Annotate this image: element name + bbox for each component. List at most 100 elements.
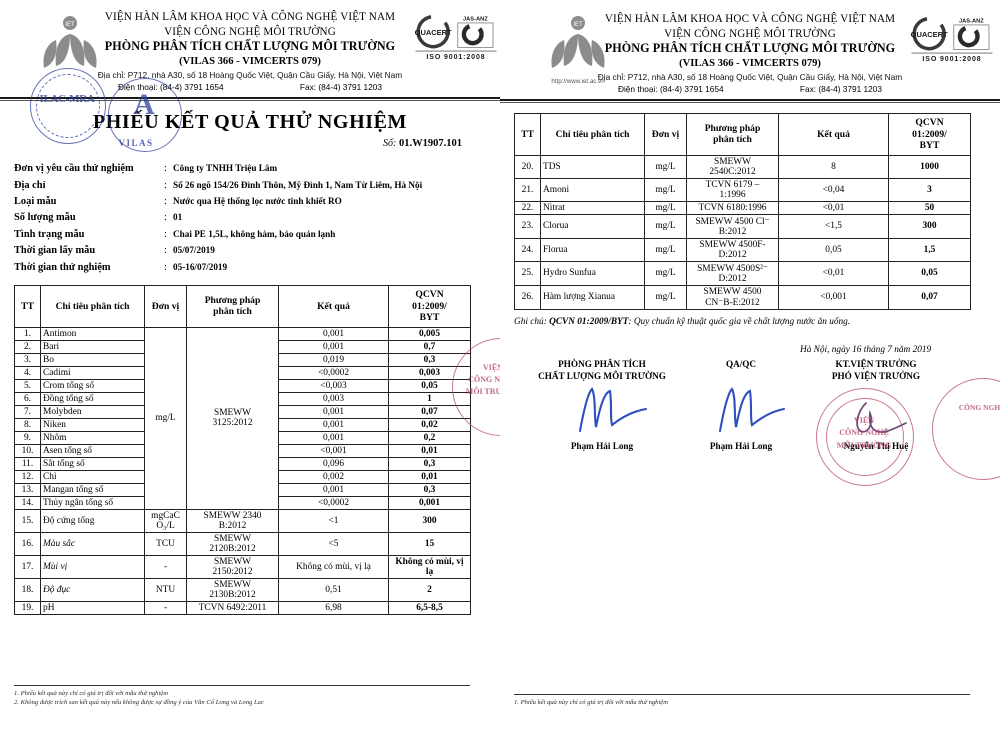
cell-limit: 0,01 bbox=[388, 443, 471, 458]
cell-result: 8 bbox=[778, 154, 889, 179]
table-row: 17. Mùi vị - SMEWW 2150:2012 Không có mùi, vị… bbox=[14, 554, 471, 579]
cell-parameter: Molybden bbox=[40, 404, 145, 419]
info-label: Thời gian lấy mẫu bbox=[14, 245, 96, 257]
cell-limit: 0,003 bbox=[388, 365, 471, 380]
cell-limit: 0,7 bbox=[388, 339, 471, 354]
note-prefix: Ghi chú: bbox=[514, 316, 547, 327]
table-row: 25. Hydro Sunfua mg/L SMEWW 4500S²⁻ D:2012 <0… bbox=[514, 260, 971, 286]
cell-limit: 300 bbox=[888, 213, 971, 239]
cell-result: <0,0002 bbox=[278, 365, 389, 380]
cell-limit: Không có mùi, vị lạ bbox=[388, 554, 471, 579]
cell-method: SMEWW 2540C:2012 bbox=[686, 154, 779, 179]
table-row: 23. Clorua mg/L SMEWW 4500 Cl⁻ B:2012 <1,5 300 bbox=[514, 213, 971, 239]
signature-block: Hà Nội, ngày 16 tháng 7 năm 2019 PHÒNG P… bbox=[500, 345, 1000, 465]
cell-limit: 0,3 bbox=[388, 482, 471, 497]
cell-tt: 20. bbox=[514, 154, 541, 179]
cell-result: 0,001 bbox=[278, 326, 389, 341]
cell-result: 0,51 bbox=[278, 577, 389, 602]
cell-parameter: Hàm lượng Xianua bbox=[540, 284, 645, 310]
cell-tt: 18. bbox=[14, 577, 41, 602]
cell-parameter: Florua bbox=[540, 237, 645, 262]
cell-method: TCVN 6492:2011 bbox=[186, 600, 279, 615]
cell-limit: 0,3 bbox=[388, 456, 471, 471]
cell-parameter: Độ đục bbox=[40, 577, 145, 602]
signature-title-director: KT.VIỆN TRƯỞNG PHÓ VIỆN TRƯỞNG bbox=[831, 358, 921, 381]
cell-limit: 1 bbox=[388, 391, 471, 406]
cell-tt: 15. bbox=[14, 508, 41, 533]
cell-limit: 0,07 bbox=[888, 284, 971, 310]
svg-text:QUACERT: QUACERT bbox=[415, 28, 452, 37]
results-table-left: TT Chỉ tiêu phân tích Đơn vị Phương pháp… bbox=[14, 285, 471, 615]
cell-tt: 3. bbox=[14, 352, 41, 367]
cell-method: TCVN 6180:1996 bbox=[686, 200, 779, 215]
cell-tt: 16. bbox=[14, 531, 41, 556]
cell-parameter: Nhôm bbox=[40, 430, 145, 445]
cell-tt: 14. bbox=[14, 495, 41, 510]
table-row: 6. Đồng tổng số 0,003 1 bbox=[14, 391, 471, 406]
org-line-3: PHÒNG PHÂN TÍCH CHẤT LƯỢNG MÔI TRƯỜNG bbox=[604, 41, 896, 56]
document-number-label: Số: bbox=[383, 138, 397, 150]
table-row: 26. Hàm lượng Xianua mg/L SMEWW 4500 CN⁻B-E:… bbox=[514, 284, 971, 310]
cell-parameter: pH bbox=[40, 600, 145, 615]
info-row: Địa chỉ : Số 26 ngõ 154/26 Đình Thôn, Mỹ… bbox=[14, 178, 500, 194]
org-website: http://www.iet.ac.vn bbox=[551, 78, 605, 85]
quacert-iso-logo-icon: QUACERT JAS-ANZ ISO 9001:2008 bbox=[911, 17, 993, 63]
note-standard: QCVN 01:2009/BYT bbox=[549, 316, 629, 327]
cell-parameter: Amoni bbox=[540, 177, 645, 202]
cell-parameter: Màu sắc bbox=[40, 531, 145, 556]
cell-parameter: Độ cứng tổng bbox=[40, 508, 145, 533]
table-row: 14. Thủy ngân tổng số <0,0002 0,001 bbox=[14, 495, 471, 510]
svg-text:ISO 9001:2008: ISO 9001:2008 bbox=[922, 56, 981, 63]
col-parameter: Chỉ tiêu phân tích bbox=[40, 285, 145, 328]
cell-limit: 50 bbox=[888, 200, 971, 215]
cell-tt: 12. bbox=[14, 469, 41, 484]
info-value: 01 bbox=[173, 212, 183, 223]
footer-note-2: 2. Không được trích sao kết quả này nếu … bbox=[14, 699, 264, 707]
org-line-4: (VILAS 366 - VIMCERTS 079) bbox=[179, 56, 321, 68]
cell-result: 0,003 bbox=[278, 391, 389, 406]
page-left: IET QUACERT JAS-ANZ ISO 9001:2008 VIỆN H… bbox=[0, 11, 500, 707]
cell-limit: 300 bbox=[388, 508, 471, 533]
header-divider bbox=[0, 97, 500, 100]
info-label: Đơn vị yêu cầu thử nghiệm bbox=[14, 163, 134, 175]
col-limit: QCVN 01:2009/ BYT bbox=[388, 285, 471, 328]
signature-mark-lab bbox=[578, 386, 648, 432]
cell-unit: mg/L bbox=[644, 200, 687, 215]
cell-parameter: Cadimi bbox=[40, 365, 145, 380]
info-row: Thời gian thử nghiệm : 05-16/07/2019 bbox=[14, 260, 500, 276]
col-tt: TT bbox=[14, 285, 41, 328]
cell-parameter: Hydro Sunfua bbox=[540, 260, 645, 286]
col-tt: TT bbox=[514, 113, 541, 156]
sample-info-block: Đơn vị yêu cầu thử nghiệm : Công ty TNHH… bbox=[14, 161, 500, 276]
cell-tt: 9. bbox=[14, 430, 41, 445]
cell-unit: mgCaC O₃/L bbox=[144, 508, 187, 533]
info-row: Thời gian lấy mẫu : 05/07/2019 bbox=[14, 243, 500, 259]
cell-method: SMEWW 4500 Cl⁻ B:2012 bbox=[686, 213, 779, 239]
cell-limit: 15 bbox=[388, 531, 471, 556]
cell-limit: 0,07 bbox=[388, 404, 471, 419]
cell-tt: 23. bbox=[514, 213, 541, 239]
cell-parameter: Nitrat bbox=[540, 200, 645, 215]
cell-parameter: Đồng tổng số bbox=[40, 391, 145, 406]
org-line-1: VIỆN HÀN LÂM KHOA HỌC VÀ CÔNG NGHỆ VIỆT … bbox=[104, 11, 396, 23]
cell-tt: 26. bbox=[514, 284, 541, 310]
cell-limit: 2 bbox=[388, 577, 471, 602]
cell-tt: 22. bbox=[514, 200, 541, 215]
table-row: 10. Asen tổng số <0,001 0,01 bbox=[14, 443, 471, 458]
header-divider bbox=[500, 99, 1000, 102]
table-row: 20. TDS mg/L SMEWW 2540C:2012 8 1000 bbox=[514, 154, 971, 179]
cell-tt: 7. bbox=[14, 404, 41, 419]
footer-divider bbox=[14, 684, 470, 686]
cell-method-merged: SMEWW 3125:2012 bbox=[186, 326, 279, 510]
cell-limit: 1,5 bbox=[888, 237, 971, 262]
info-label: Tình trạng mẫu bbox=[14, 228, 85, 240]
info-value: 05/07/2019 bbox=[173, 245, 215, 256]
cell-result: 0,002 bbox=[278, 469, 389, 484]
cell-result: <0,0002 bbox=[278, 495, 389, 510]
cell-tt: 25. bbox=[514, 260, 541, 286]
info-value: Nước qua Hệ thống lọc nước tinh khiết RO bbox=[173, 195, 342, 206]
org-phone: Điện thoại: (84-4) 3791 1654 bbox=[117, 82, 224, 93]
svg-text:QUACERT: QUACERT bbox=[911, 30, 948, 39]
cell-limit: 6,5-8,5 bbox=[388, 600, 471, 615]
table-row: 15. Độ cứng tổng mgCaC O₃/L SMEWW 2340 B:2012… bbox=[14, 508, 471, 533]
